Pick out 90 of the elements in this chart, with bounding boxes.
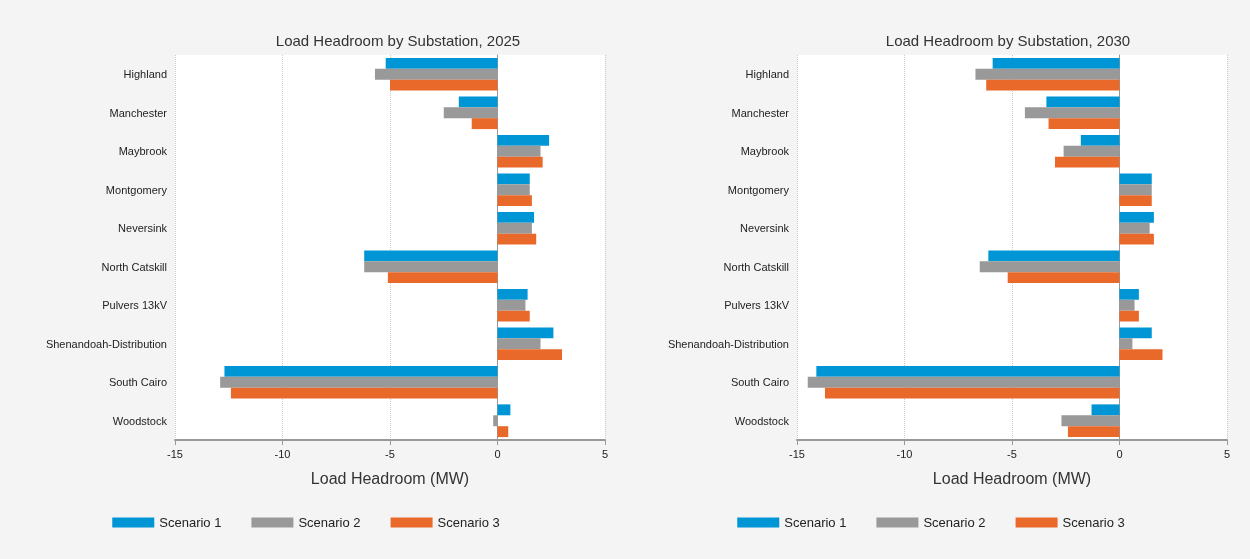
bar bbox=[979, 261, 1120, 273]
bar bbox=[1119, 211, 1154, 223]
bar bbox=[471, 118, 498, 130]
bar bbox=[497, 195, 532, 207]
x-tick-label: -15 bbox=[789, 447, 805, 460]
y-tick-label: Pulvers 13kV bbox=[724, 299, 790, 312]
bar bbox=[807, 376, 1120, 388]
bar bbox=[1046, 96, 1120, 108]
y-tick-label: Shenandoah-Distribution bbox=[667, 337, 789, 350]
x-tick-label: 5 bbox=[601, 447, 609, 460]
x-tick-label: -15 bbox=[167, 447, 183, 460]
bar bbox=[497, 404, 511, 416]
bar bbox=[816, 365, 1120, 377]
y-tick-label: Pulvers 13kV bbox=[102, 299, 168, 312]
bar bbox=[497, 156, 543, 168]
x-axis-title: Load Headroom (MW) bbox=[932, 469, 1092, 487]
x-tick-label: -5 bbox=[385, 447, 395, 460]
y-tick-label: Manchester bbox=[731, 106, 790, 119]
bar bbox=[1063, 145, 1120, 157]
y-tick-label: Montgomery bbox=[727, 183, 790, 196]
legend-label: Scenario 2 bbox=[923, 515, 986, 530]
legend-label: Scenario 2 bbox=[298, 515, 361, 530]
bar bbox=[497, 426, 509, 438]
y-tick-label: North Catskill bbox=[723, 260, 789, 273]
legend-label: Scenario 1 bbox=[159, 515, 222, 530]
bar bbox=[975, 68, 1120, 80]
y-tick-label: Montgomery bbox=[105, 183, 168, 196]
x-tick-label: -10 bbox=[274, 447, 291, 460]
bar bbox=[220, 376, 498, 388]
bar bbox=[1119, 310, 1139, 322]
bar bbox=[1080, 134, 1120, 146]
bar bbox=[988, 250, 1120, 262]
bar bbox=[443, 107, 498, 119]
y-tick-label: Manchester bbox=[109, 106, 168, 119]
y-tick-label: Neversink bbox=[740, 222, 790, 235]
bar bbox=[497, 327, 554, 339]
bar bbox=[497, 173, 530, 185]
y-tick-label: North Catskill bbox=[101, 260, 167, 273]
chart-title: Load Headroom by Substation, 2030 bbox=[885, 32, 1131, 49]
bar bbox=[1119, 288, 1139, 300]
bar bbox=[1119, 327, 1152, 339]
bar bbox=[1007, 272, 1120, 284]
bar bbox=[1119, 195, 1152, 207]
x-tick-label: -5 bbox=[1007, 447, 1017, 460]
legend-label: Scenario 3 bbox=[1062, 515, 1125, 530]
y-tick-label: Maybrook bbox=[740, 145, 790, 158]
y-tick-label: Woodstock bbox=[112, 414, 168, 427]
bar bbox=[1119, 173, 1152, 185]
bar bbox=[364, 261, 498, 273]
chart-title: Load Headroom by Substation, 2025 bbox=[275, 32, 521, 49]
bar bbox=[1024, 107, 1120, 119]
bar bbox=[1067, 426, 1120, 438]
x-tick-label: 0 bbox=[1116, 447, 1123, 460]
bar bbox=[497, 211, 535, 223]
bar bbox=[385, 57, 498, 69]
y-tick-label: Shenandoah-Distribution bbox=[45, 337, 167, 350]
y-tick-label: Highland bbox=[745, 68, 789, 81]
bar bbox=[387, 272, 498, 284]
x-tick-label: 5 bbox=[1223, 447, 1231, 460]
legend-label: Scenario 1 bbox=[784, 515, 847, 530]
y-tick-label: Neversink bbox=[118, 222, 168, 235]
bar bbox=[230, 387, 498, 399]
y-tick-label: Maybrook bbox=[118, 145, 168, 158]
y-tick-label: Woodstock bbox=[734, 414, 790, 427]
bar bbox=[992, 57, 1120, 69]
x-tick-label: 0 bbox=[494, 447, 501, 460]
x-tick-label: -10 bbox=[896, 447, 913, 460]
bar bbox=[224, 365, 498, 377]
bar bbox=[497, 233, 537, 245]
bar bbox=[1055, 156, 1120, 168]
bar bbox=[364, 250, 498, 262]
bar bbox=[390, 79, 498, 91]
bar bbox=[1048, 118, 1120, 130]
bar bbox=[1061, 415, 1120, 427]
bar bbox=[497, 310, 530, 322]
bar bbox=[1119, 349, 1163, 361]
bar bbox=[497, 349, 562, 361]
bar bbox=[458, 96, 498, 108]
bar bbox=[374, 68, 498, 80]
bar bbox=[497, 288, 528, 300]
bar bbox=[497, 134, 550, 146]
legend-label: Scenario 3 bbox=[437, 515, 500, 530]
y-tick-label: South Cairo bbox=[108, 376, 167, 389]
bar bbox=[1091, 404, 1120, 416]
y-tick-label: South Cairo bbox=[730, 376, 789, 389]
bar bbox=[824, 387, 1120, 399]
y-tick-label: Highland bbox=[123, 68, 167, 81]
bar bbox=[1119, 233, 1154, 245]
bar bbox=[986, 79, 1120, 91]
x-axis-title: Load Headroom (MW) bbox=[310, 469, 470, 487]
